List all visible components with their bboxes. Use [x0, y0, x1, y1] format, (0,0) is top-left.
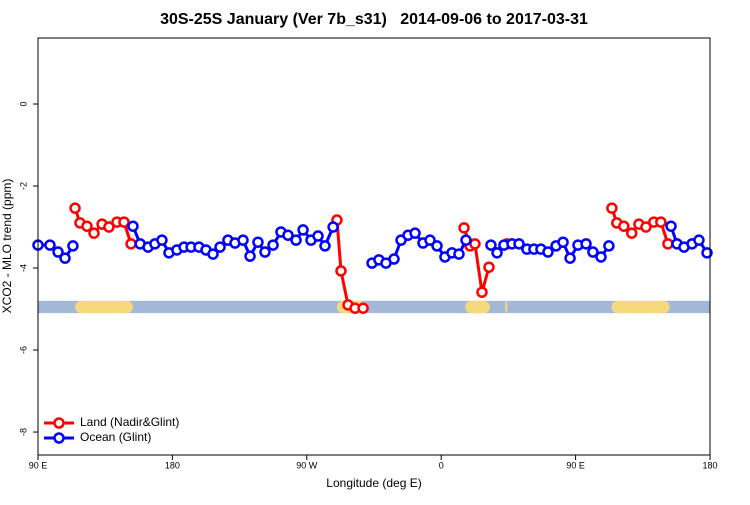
x-tick-label: 0: [439, 460, 444, 470]
series-point: [237, 234, 249, 246]
series-point: [491, 247, 503, 259]
y-axis-title: XCO2 - MLO trend (ppm): [0, 179, 14, 314]
series-point: [335, 265, 347, 277]
series-point: [52, 246, 64, 258]
series-point: [618, 220, 630, 232]
series-point: [127, 220, 139, 232]
y-tick-label: 0: [18, 102, 28, 107]
plot-frame: [37, 37, 711, 456]
series-point: [485, 239, 497, 251]
x-tick-label: 180: [165, 460, 180, 470]
legend-marker: [53, 432, 65, 444]
series-point: [297, 224, 309, 236]
series-point: [69, 202, 81, 214]
series-point: [125, 238, 137, 250]
series-point: [252, 236, 264, 248]
series-point: [542, 246, 554, 258]
series-point: [665, 220, 677, 232]
land-segment: [75, 300, 133, 314]
series-point: [409, 227, 421, 239]
legend-marker: [53, 417, 65, 429]
series-point: [476, 286, 488, 298]
series-point: [156, 234, 168, 246]
series-point: [103, 221, 115, 233]
series-point: [655, 216, 667, 228]
series-point: [388, 253, 400, 265]
land-segment: [611, 300, 670, 314]
series-point: [483, 261, 495, 273]
series-point: [603, 240, 615, 252]
x-tick-label: 90 E: [29, 460, 48, 470]
series-point: [640, 221, 652, 233]
series-point: [557, 236, 569, 248]
series-point: [312, 230, 324, 242]
series-point: [431, 240, 443, 252]
series-point: [595, 251, 607, 263]
series-point: [587, 246, 599, 258]
series-point: [701, 247, 713, 259]
y-tick-label: -8: [18, 428, 28, 436]
series-point: [282, 229, 294, 241]
x-tick-label: 90 E: [566, 460, 585, 470]
series-point: [327, 221, 339, 233]
series-point: [357, 302, 369, 314]
series-point: [469, 238, 481, 250]
series-point: [564, 252, 576, 264]
series-point: [290, 234, 302, 246]
series-point: [67, 240, 79, 252]
y-tick-label: -2: [18, 182, 28, 190]
series-point: [453, 248, 465, 260]
series-point: [580, 238, 592, 250]
x-tick-label: 180: [702, 460, 717, 470]
chart-title: 30S-25S January (Ver 7b_s31) 2014-09-06 …: [160, 11, 588, 28]
series-point: [662, 238, 674, 250]
series-point: [424, 234, 436, 246]
series-point: [88, 227, 100, 239]
x-tick-label: 90 W: [296, 460, 318, 470]
series-point: [207, 248, 219, 260]
series-point: [513, 238, 525, 250]
x-axis-title: Longitude (deg E): [326, 476, 421, 490]
series-point: [244, 250, 256, 262]
series-point: [625, 227, 638, 239]
series-point: [319, 240, 331, 252]
ocean-band: [38, 300, 710, 314]
y-tick-label: -4: [18, 264, 28, 272]
legend-label: Ocean (Glint): [80, 430, 151, 444]
series-point: [118, 216, 130, 228]
series-point: [458, 222, 470, 234]
series-point: [44, 239, 56, 251]
legend-label: Land (Nadir&Glint): [80, 415, 179, 429]
land-segment: [505, 300, 508, 314]
series-point: [460, 234, 472, 246]
series-point: [59, 252, 71, 264]
series-point: [693, 234, 705, 246]
y-tick-label: -6: [18, 346, 28, 354]
series-point: [606, 202, 618, 214]
series-point: [267, 239, 279, 251]
land-segment: [465, 300, 491, 314]
series-point: [214, 241, 226, 253]
series-point: [81, 220, 93, 232]
series-point: [259, 246, 271, 258]
